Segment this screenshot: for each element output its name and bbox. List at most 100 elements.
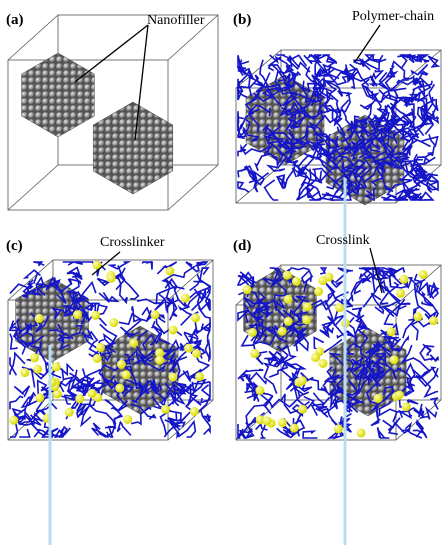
crosslinker	[278, 327, 287, 336]
crosslinker	[395, 391, 404, 400]
polymer-chain	[14, 386, 29, 397]
crosslinker	[335, 303, 344, 312]
polymer-chain	[422, 134, 438, 145]
crosslinker	[413, 312, 422, 321]
polymer-chain	[159, 294, 171, 309]
pointer	[75, 25, 148, 82]
polymer-chain	[142, 308, 151, 320]
page: (a) Nanofiller (b) Polymer-chain (c) Cro…	[0, 0, 448, 545]
crosslinker	[324, 273, 333, 282]
crosslinker	[52, 362, 61, 371]
crosslinker	[65, 408, 74, 417]
crosslinker	[248, 328, 257, 337]
polymer-chain	[428, 56, 438, 67]
crosslinker	[284, 295, 293, 304]
crosslinker	[298, 376, 307, 385]
crosslinker	[250, 349, 259, 358]
crosslinker	[35, 393, 44, 402]
crosslinker	[290, 424, 299, 433]
crosslinker	[374, 394, 383, 403]
polymer-chain	[137, 299, 165, 310]
figure: (a) Nanofiller (b) Polymer-chain (c) Cro…	[0, 0, 448, 545]
polymer-chain	[63, 262, 83, 265]
drawing	[8, 15, 441, 440]
crosslinker	[419, 270, 428, 279]
crosslinker	[334, 424, 343, 433]
crosslinker	[30, 353, 39, 362]
polymer-chain	[118, 422, 131, 435]
crosslinker	[184, 344, 193, 353]
polymer-chains	[10, 262, 210, 437]
crosslinker	[390, 355, 399, 364]
crosslinker	[181, 294, 190, 303]
polymer-chain	[324, 98, 345, 136]
box-edge	[168, 165, 218, 210]
polymer-chain	[238, 111, 239, 131]
polymer-chain	[320, 268, 326, 274]
crosslinker	[122, 370, 131, 379]
crosslinker	[263, 416, 272, 425]
crosslinker	[387, 327, 396, 336]
crosslinker	[165, 267, 174, 276]
crosslinker	[169, 326, 178, 335]
crosslinker	[284, 317, 293, 326]
polymer-chain	[270, 58, 287, 80]
crosslinker	[115, 384, 124, 393]
polymer-chain	[320, 318, 338, 337]
crosslinker	[278, 418, 287, 427]
crosslinker	[33, 365, 42, 374]
crosslinker	[283, 271, 292, 280]
polymer-chain	[142, 262, 152, 270]
polymer-chain	[105, 400, 119, 412]
crosslinker	[161, 405, 170, 414]
polymer-chain	[313, 398, 330, 409]
crosslinker	[315, 347, 324, 356]
crosslinker	[93, 354, 102, 363]
crosslinker	[96, 343, 105, 352]
polymer-chain	[403, 345, 430, 371]
crosslinker	[123, 415, 132, 424]
panel-label: (b)	[233, 12, 251, 28]
crosslinker	[117, 360, 126, 369]
crosslinker	[75, 394, 84, 403]
crosslinker	[195, 372, 204, 381]
polymer-chain	[287, 363, 304, 370]
crosslinker	[303, 302, 312, 311]
polymer-chain	[205, 342, 210, 362]
crosslinker	[91, 311, 100, 320]
annotation: Crosslinker	[100, 235, 165, 250]
crosslinker	[319, 359, 328, 368]
crosslinker	[298, 405, 307, 414]
polymer-chain	[238, 87, 247, 100]
polymer-chain	[180, 307, 192, 326]
polymer-chain	[264, 364, 277, 394]
crosslinker	[357, 428, 366, 437]
polymer-chain	[420, 192, 433, 200]
crosslinker	[73, 310, 82, 319]
nanofiller	[93, 102, 173, 194]
crosslinker	[292, 277, 301, 286]
polymer-chain	[238, 311, 248, 323]
crosslinker	[192, 349, 201, 358]
crosslinker	[107, 274, 116, 283]
polymer-chain	[378, 427, 390, 438]
crosslinker	[191, 313, 200, 322]
crosslinker	[190, 407, 199, 416]
crosslinker	[35, 314, 44, 323]
crosslinker	[402, 402, 411, 411]
panel-label: (a)	[6, 12, 24, 28]
crosslinker	[429, 316, 438, 325]
crosslinker	[314, 287, 323, 296]
polymer-chain	[33, 262, 44, 266]
box-edge	[8, 165, 58, 210]
polymer-chain	[408, 319, 422, 341]
crosslinker	[168, 373, 177, 382]
annotation: Nanofiller	[147, 13, 205, 28]
crosslinker	[129, 338, 138, 347]
polymer-chain	[120, 268, 138, 299]
crosslinker	[20, 368, 29, 377]
annotation: Polymer-chain	[352, 9, 434, 24]
crosslinker	[109, 318, 118, 327]
crosslinker	[87, 389, 96, 398]
polymer-chain	[303, 431, 317, 438]
